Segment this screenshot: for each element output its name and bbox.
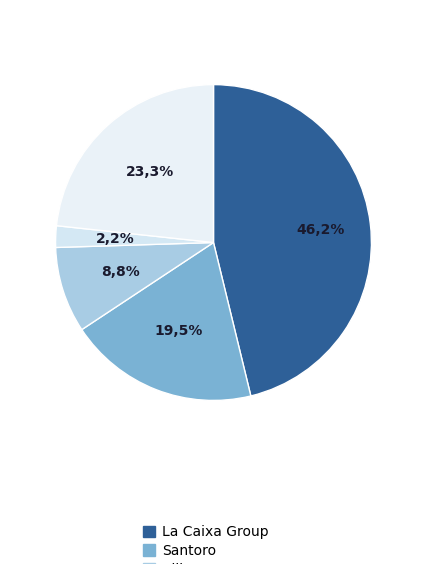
Wedge shape [55,226,213,248]
Text: 8,8%: 8,8% [101,265,139,279]
Legend: La Caixa Group, Santoro, Allianz Group, HVF SGPS, S.A., Others: La Caixa Group, Santoro, Allianz Group, … [142,525,268,564]
Text: 46,2%: 46,2% [295,223,343,237]
Text: Figure 3– Shareholder Structure: Figure 3– Shareholder Structure [24,14,402,34]
Wedge shape [213,85,371,396]
Wedge shape [55,243,213,329]
Text: 19,5%: 19,5% [154,324,203,338]
Text: 23,3%: 23,3% [126,165,174,179]
Text: 2,2%: 2,2% [96,232,135,246]
Wedge shape [82,243,250,400]
Wedge shape [56,85,213,243]
